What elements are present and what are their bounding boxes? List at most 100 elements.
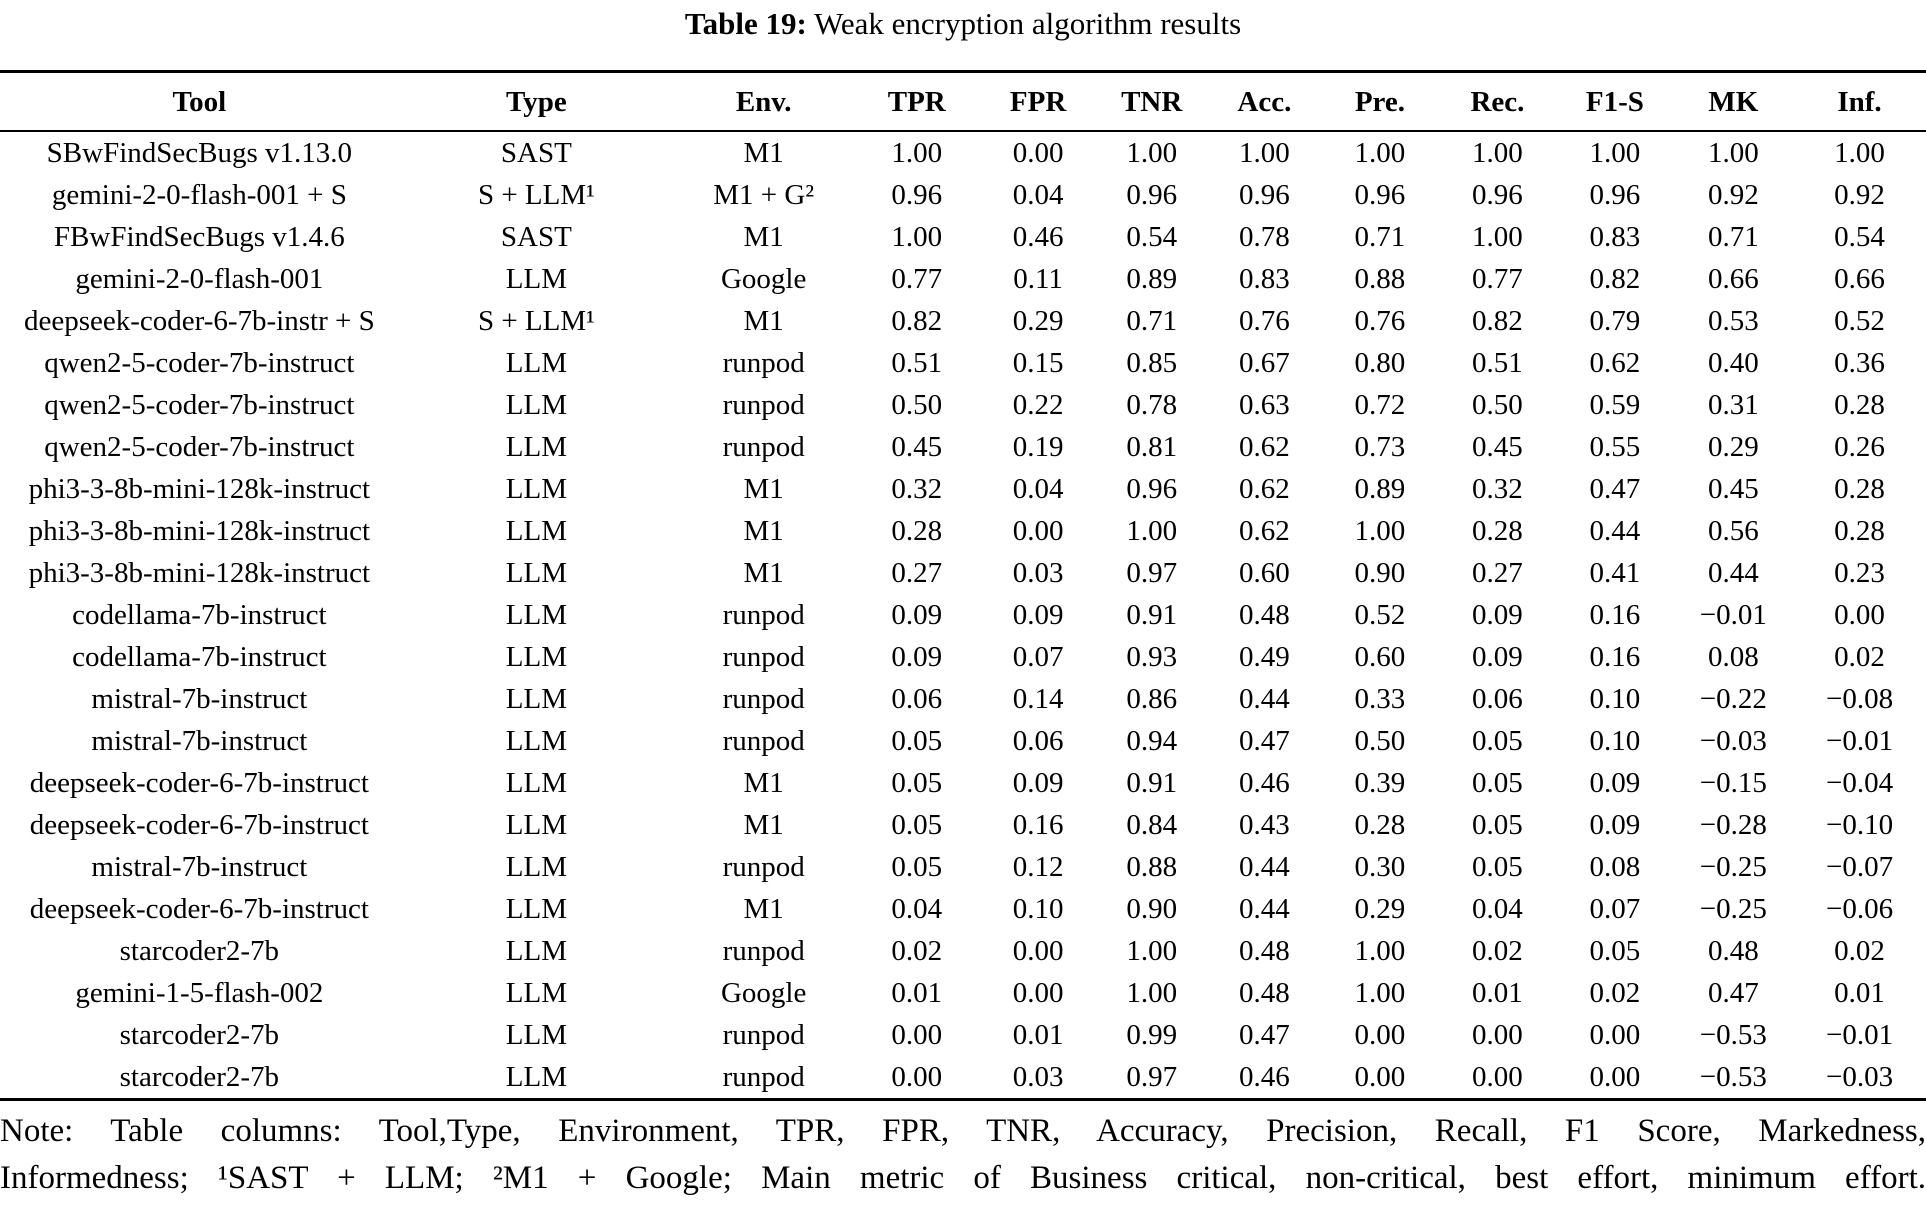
value-cell: 0.40 — [1707, 347, 1759, 379]
column-header-pre: Pre. — [1321, 71, 1439, 132]
value-cell: 0.29 — [1012, 305, 1064, 337]
value-cell: 0.96 — [1126, 473, 1178, 505]
value-cell: 0.97 — [1126, 1061, 1178, 1093]
tool-cell: deepseek-coder-6-7b-instruct — [29, 809, 369, 841]
value-cell: −0.25 — [1699, 893, 1767, 925]
value-cell: 0.27 — [891, 557, 943, 589]
value-cell: 0.92 — [1834, 179, 1885, 211]
value-cell: 0.00 — [1472, 1061, 1523, 1093]
table-header: Tool Type Env. TPR FPR TNR Acc. Pre. Rec. F1-S MK I… — [0, 71, 1926, 132]
value-cell: 0.50 — [1472, 389, 1523, 421]
value-cell: 0.93 — [1126, 641, 1178, 673]
tool-cell: gemini-2-0-flash-001 + S — [51, 179, 347, 211]
value-cell: −0.28 — [1699, 809, 1767, 841]
value-cell: 0.16 — [1589, 641, 1641, 673]
value-cell: 0.83 — [1589, 221, 1641, 253]
value-cell: 0.97 — [1126, 557, 1178, 589]
note-line-1: Note: Table columns: Tool,Type, Environm… — [0, 1113, 1926, 1149]
value-cell: 1.00 — [1354, 137, 1406, 169]
value-cell: 0.00 — [1012, 935, 1064, 967]
value-cell: LLM — [505, 977, 567, 1009]
tool-cell: codellama-7b-instruct — [72, 641, 327, 673]
value-cell: 1.00 — [1354, 515, 1406, 547]
value-cell: 0.44 — [1239, 683, 1290, 715]
value-cell: 0.86 — [1126, 683, 1178, 715]
value-cell: 0.54 — [1834, 221, 1885, 253]
value-cell: 0.60 — [1354, 641, 1406, 673]
table-row: gemini-2-0-flash-001 + S S + LLM¹ M1 + G² 0… — [0, 174, 1926, 216]
value-cell: 0.08 — [1589, 851, 1641, 883]
column-header-inf: Inf. — [1793, 71, 1926, 132]
value-cell: M1 — [743, 305, 784, 337]
table-row: codellama-7b-instruct LLM runpod 0.09 0.07 0.… — [0, 636, 1926, 678]
value-cell: M1 — [743, 221, 784, 253]
value-cell: 1.00 — [1834, 137, 1885, 169]
column-header-fpr: FPR — [980, 71, 1096, 132]
value-cell: LLM — [505, 1061, 567, 1093]
value-cell: 0.09 — [891, 641, 943, 673]
value-cell: 0.28 — [891, 515, 943, 547]
value-cell: 0.48 — [1239, 599, 1290, 631]
value-cell: 0.80 — [1354, 347, 1406, 379]
value-cell: 0.02 — [891, 935, 943, 967]
value-cell: LLM — [505, 725, 567, 757]
value-cell: 0.05 — [891, 725, 943, 757]
value-cell: runpod — [722, 1019, 805, 1051]
value-cell: runpod — [722, 935, 805, 967]
tool-cell: starcoder2-7b — [119, 935, 280, 967]
value-cell: 0.62 — [1239, 473, 1290, 505]
value-cell: LLM — [505, 767, 567, 799]
value-cell: −0.01 — [1825, 1019, 1894, 1051]
value-cell: 1.00 — [1354, 935, 1406, 967]
value-cell: 0.84 — [1126, 809, 1178, 841]
value-cell: LLM — [505, 431, 567, 463]
column-header-tool: Tool — [0, 71, 399, 132]
value-cell: 1.00 — [1472, 137, 1523, 169]
value-cell: 1.00 — [1239, 137, 1290, 169]
value-cell: 0.00 — [1354, 1061, 1406, 1093]
value-cell: −0.06 — [1825, 893, 1894, 925]
value-cell: 0.90 — [1354, 557, 1406, 589]
value-cell: 0.82 — [1589, 263, 1641, 295]
value-cell: 0.67 — [1239, 347, 1290, 379]
value-cell: LLM — [505, 557, 567, 589]
value-cell: 0.83 — [1239, 263, 1290, 295]
value-cell: 0.33 — [1354, 683, 1406, 715]
value-cell: 0.49 — [1239, 641, 1290, 673]
value-cell: 0.51 — [1472, 347, 1523, 379]
table-caption: Table 19: Weak encryption algorithm resu… — [0, 0, 1926, 45]
column-header-type: Type — [398, 71, 675, 132]
table-row: FBwFindSecBugs v1.4.6 SAST M1 1.00 0.46 0.54 0… — [0, 216, 1926, 258]
value-cell: 0.09 — [1589, 767, 1641, 799]
value-cell: 0.94 — [1126, 725, 1178, 757]
value-cell: 0.50 — [891, 389, 943, 421]
value-cell: 0.16 — [1589, 599, 1641, 631]
value-cell: 0.02 — [1834, 641, 1885, 673]
value-cell: 0.02 — [1589, 977, 1641, 1009]
value-cell: 0.96 — [891, 179, 943, 211]
value-cell: 0.05 — [1472, 851, 1523, 883]
table-row: starcoder2-7b LLM runpod 0.00 0.01 0.99 0.47 0.… — [0, 1014, 1926, 1056]
value-cell: 0.45 — [1707, 473, 1759, 505]
value-cell: LLM — [505, 851, 567, 883]
value-cell: 0.45 — [1472, 431, 1523, 463]
value-cell: 0.06 — [891, 683, 943, 715]
value-cell: 0.44 — [1589, 515, 1641, 547]
value-cell: LLM — [505, 1019, 567, 1051]
value-cell: 0.76 — [1239, 305, 1290, 337]
value-cell: 0.52 — [1354, 599, 1406, 631]
value-cell: 0.51 — [891, 347, 943, 379]
value-cell: 0.45 — [891, 431, 943, 463]
value-cell: 0.52 — [1834, 305, 1885, 337]
value-cell: 0.02 — [1472, 935, 1523, 967]
value-cell: 0.78 — [1126, 389, 1178, 421]
value-cell: 0.44 — [1707, 557, 1759, 589]
value-cell: 0.50 — [1354, 725, 1406, 757]
value-cell: 0.99 — [1126, 1019, 1178, 1051]
value-cell: 0.89 — [1354, 473, 1406, 505]
tool-cell: deepseek-coder-6-7b-instr + S — [23, 305, 375, 337]
table-row: gemini-2-0-flash-001 LLM Google 0.77 0.11 0.8… — [0, 258, 1926, 300]
value-cell: 0.48 — [1239, 977, 1290, 1009]
value-cell: LLM — [505, 809, 567, 841]
table-row: deepseek-coder-6-7b-instruct LLM M1 0.04 0.1… — [0, 888, 1926, 930]
